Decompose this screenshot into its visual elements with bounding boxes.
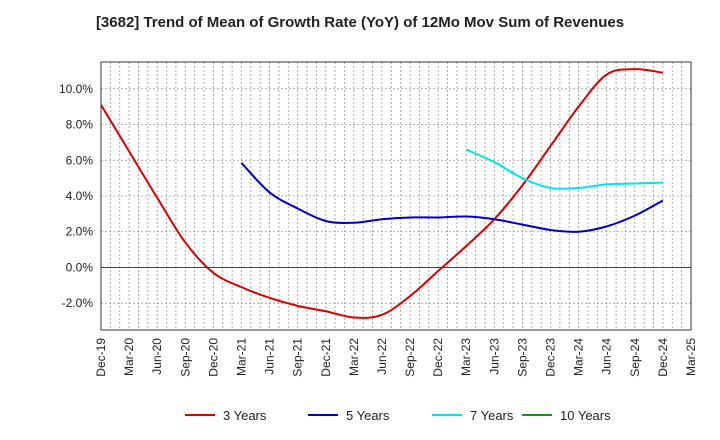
x-tick-label: Jun-20: [150, 338, 164, 375]
x-tick-label: Mar-20: [122, 338, 136, 376]
y-axis-labels: -2.0% 0.0% 2.0% 4.0% 6.0% 8.0% 10.0%: [59, 82, 93, 310]
x-tick-label: Mar-23: [459, 338, 473, 376]
x-tick-label: Sep-20: [178, 338, 192, 377]
y-tick-label: 8.0%: [66, 118, 94, 132]
x-tick-label: Mar-21: [234, 338, 248, 376]
x-tick-label: Sep-22: [403, 338, 417, 377]
series-line-5-years: [240, 162, 664, 233]
y-tick-label: -2.0%: [62, 296, 94, 310]
x-tick-label: Mar-22: [347, 338, 361, 376]
axes: [100, 61, 692, 331]
x-tick-label: Dec-24: [656, 338, 670, 377]
legend-label: 7 Years: [470, 408, 514, 423]
y-tick-label: 0.0%: [66, 260, 94, 274]
y-tick-label: 10.0%: [59, 82, 93, 96]
x-tick-label: Sep-24: [628, 338, 642, 377]
plot-frame: [100, 61, 692, 331]
x-tick-label: Dec-23: [544, 338, 558, 377]
chart-title: [3682] Trend of Mean of Growth Rate (YoY…: [95, 14, 625, 31]
x-tick-label: Dec-20: [206, 338, 220, 377]
legend-label: 10 Years: [560, 408, 611, 423]
x-tick-label: Sep-21: [291, 338, 305, 377]
legend: 3 Years 5 Years 7 Years 10 Years: [185, 408, 611, 423]
x-tick-label: Jun-22: [375, 338, 389, 375]
legend-label: 5 Years: [346, 408, 390, 423]
x-tick-label: Dec-19: [94, 338, 108, 377]
grid: [100, 62, 692, 330]
x-tick-label: Jun-24: [600, 338, 614, 375]
y-tick-label: 4.0%: [66, 189, 94, 203]
x-tick-label: Dec-22: [431, 338, 445, 377]
series-line-7-years: [465, 148, 663, 190]
x-tick-label: Mar-24: [572, 338, 586, 376]
y-tick-label: 6.0%: [66, 153, 94, 167]
legend-label: 3 Years: [223, 408, 267, 423]
x-tick-label: Mar-25: [684, 338, 698, 376]
x-axis-labels: Dec-19 Mar-20 Jun-20 Sep-20 Dec-20 Mar-21 Jun-…: [94, 338, 698, 377]
x-tick-label: Jun-21: [263, 338, 277, 375]
y-tick-label: 2.0%: [66, 225, 94, 239]
x-tick-label: Sep-23: [515, 338, 529, 377]
series-line-3-years: [100, 68, 664, 319]
series-lines: [100, 68, 664, 319]
x-tick-label: Jun-23: [487, 338, 501, 375]
x-tick-label: Dec-21: [319, 338, 333, 377]
